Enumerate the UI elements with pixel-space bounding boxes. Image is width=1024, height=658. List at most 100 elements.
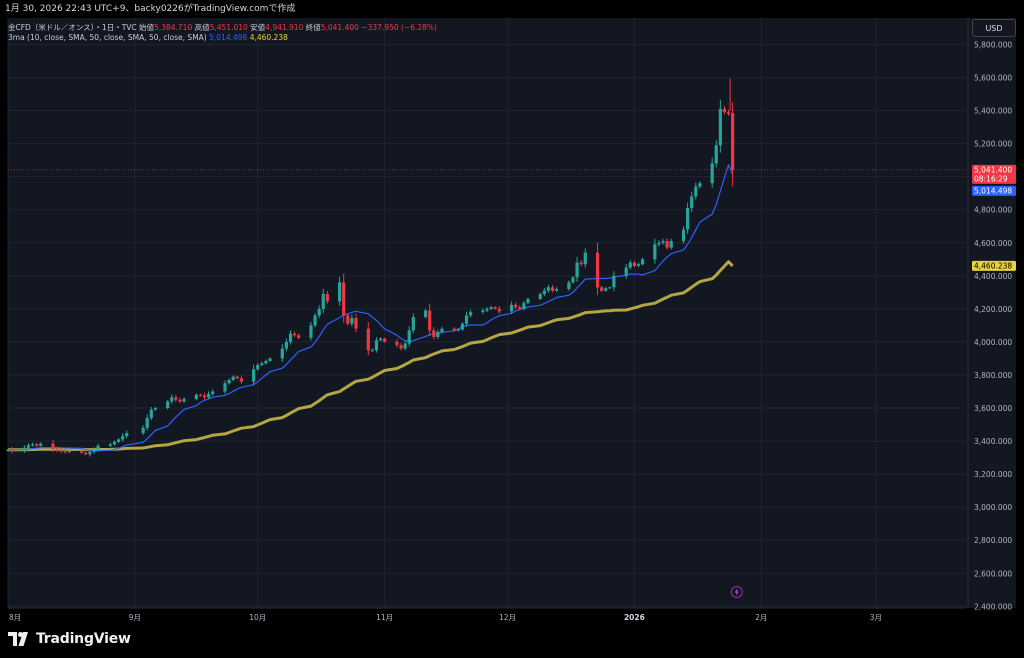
candle-body xyxy=(59,450,63,452)
indicator-legend[interactable]: 3ma (10, close, SMA, 50, close, SMA, 50,… xyxy=(8,33,288,42)
candle-body xyxy=(460,323,465,330)
candle-body xyxy=(30,444,35,446)
sma-50-line xyxy=(8,260,734,452)
y-tick-label: 2,400.000 xyxy=(974,602,1012,611)
ma-slow-legend-value: 4,460.238 xyxy=(249,33,288,42)
candle-body xyxy=(399,345,403,349)
x-tick-label: 2月 xyxy=(755,613,767,622)
candle-body xyxy=(125,433,129,437)
snapshot-caption: 1月 30, 2026 22:43 UTC+9、backy0226がTradin… xyxy=(5,4,296,14)
candle-body xyxy=(383,338,387,342)
change-value: −337.950 (−6.28%) xyxy=(361,23,437,32)
ma-slow-tag-box xyxy=(972,260,1016,271)
candle-body xyxy=(256,365,260,370)
candle-body xyxy=(297,335,301,338)
open-label: 始値 xyxy=(139,23,155,32)
y-tick-label: 3,600.000 xyxy=(974,404,1012,413)
candle-body xyxy=(632,262,636,266)
candle-body xyxy=(407,330,411,344)
x-tick-label: 8月 xyxy=(9,613,21,622)
candle-body xyxy=(698,183,702,187)
candle-body xyxy=(714,145,718,164)
candle-body xyxy=(661,241,665,243)
candle-body xyxy=(35,444,39,446)
candle-body xyxy=(252,369,256,382)
candle-body xyxy=(522,303,526,309)
candle-body xyxy=(325,293,329,302)
y-tick-label: 5,600.000 xyxy=(974,73,1012,82)
y-tick-label: 5,400.000 xyxy=(974,107,1012,116)
low-value: 4,941.910 xyxy=(265,23,304,32)
candle-body xyxy=(202,395,207,398)
candle-body xyxy=(403,343,407,349)
candle-body xyxy=(55,449,59,451)
candle-body xyxy=(321,293,325,309)
candle-body xyxy=(624,267,628,276)
candle-body xyxy=(174,397,178,400)
candle-body xyxy=(731,113,735,170)
ma-fast-tag-box xyxy=(972,185,1016,196)
y-tick-label: 2,600.000 xyxy=(974,569,1012,578)
y-tick-label: 5,800.000 xyxy=(974,40,1012,49)
high-value: 5,451.010 xyxy=(209,23,248,32)
currency-button[interactable]: USD xyxy=(972,19,1016,37)
candle-body xyxy=(317,308,321,316)
candle-body xyxy=(63,451,67,453)
y-tick-label: 4,600.000 xyxy=(974,239,1012,248)
x-tick-label: 12月 xyxy=(499,613,516,622)
candle-body xyxy=(456,329,460,331)
lightning-icon xyxy=(734,588,739,596)
candle-body xyxy=(80,450,84,453)
last-price-tag-text: 08:16:29 xyxy=(974,174,1008,183)
candle-body xyxy=(374,340,379,351)
candle-body xyxy=(116,439,121,442)
candle-body xyxy=(166,401,170,409)
candle-body xyxy=(567,282,571,290)
candle-body xyxy=(694,186,698,197)
indicator-name: 3ma (10, close, SMA, 50, close, SMA, 50,… xyxy=(8,33,207,42)
candle-body xyxy=(669,241,673,248)
candle-body xyxy=(440,328,444,333)
candle-body xyxy=(67,450,72,452)
candle-body xyxy=(288,333,293,342)
candle-body xyxy=(657,242,661,245)
candle-body xyxy=(436,332,440,337)
candle-body xyxy=(313,315,317,326)
candle-body xyxy=(612,275,616,288)
candle-body xyxy=(223,383,227,392)
candle-body xyxy=(489,307,493,309)
candle-body xyxy=(653,244,657,260)
last-price-tag-text: 5,041.400 xyxy=(974,165,1012,174)
candle-body xyxy=(178,399,182,402)
candle-body xyxy=(640,259,645,265)
y-tick-label: 3,800.000 xyxy=(974,371,1012,380)
y-tick-label: 3,000.000 xyxy=(974,503,1012,512)
x-tick-label: 3月 xyxy=(870,613,882,622)
candle-body xyxy=(284,341,288,349)
y-tick-label: 4,000.000 xyxy=(974,338,1012,347)
candle-body xyxy=(710,163,714,184)
candle-body xyxy=(170,397,174,402)
candle-body xyxy=(497,308,501,312)
tradingview-logo-icon xyxy=(8,632,28,646)
candle-body xyxy=(153,408,157,410)
candle-body xyxy=(395,341,399,346)
candle-body xyxy=(583,252,587,265)
candle-body xyxy=(481,310,485,313)
y-tick-label: 2,800.000 xyxy=(974,536,1012,545)
candle-body xyxy=(526,298,530,304)
y-tick-label: 4,800.000 xyxy=(974,206,1012,215)
candle-body xyxy=(22,447,26,451)
candle-body xyxy=(681,229,686,242)
candle-body xyxy=(51,443,55,450)
y-tick-label: 3,200.000 xyxy=(974,470,1012,479)
y-tick-label: 3,400.000 xyxy=(974,437,1012,446)
candle-body xyxy=(411,317,415,331)
candle-body xyxy=(550,287,555,291)
candle-body xyxy=(145,417,149,428)
candle-body xyxy=(88,451,92,455)
price-chart[interactable]: 2,400.000 2,600.000 2,800.000 3,000.000 3,20… xyxy=(0,0,1024,624)
candle-body xyxy=(518,307,522,309)
tradingview-logo[interactable]: TradingView xyxy=(8,628,131,650)
